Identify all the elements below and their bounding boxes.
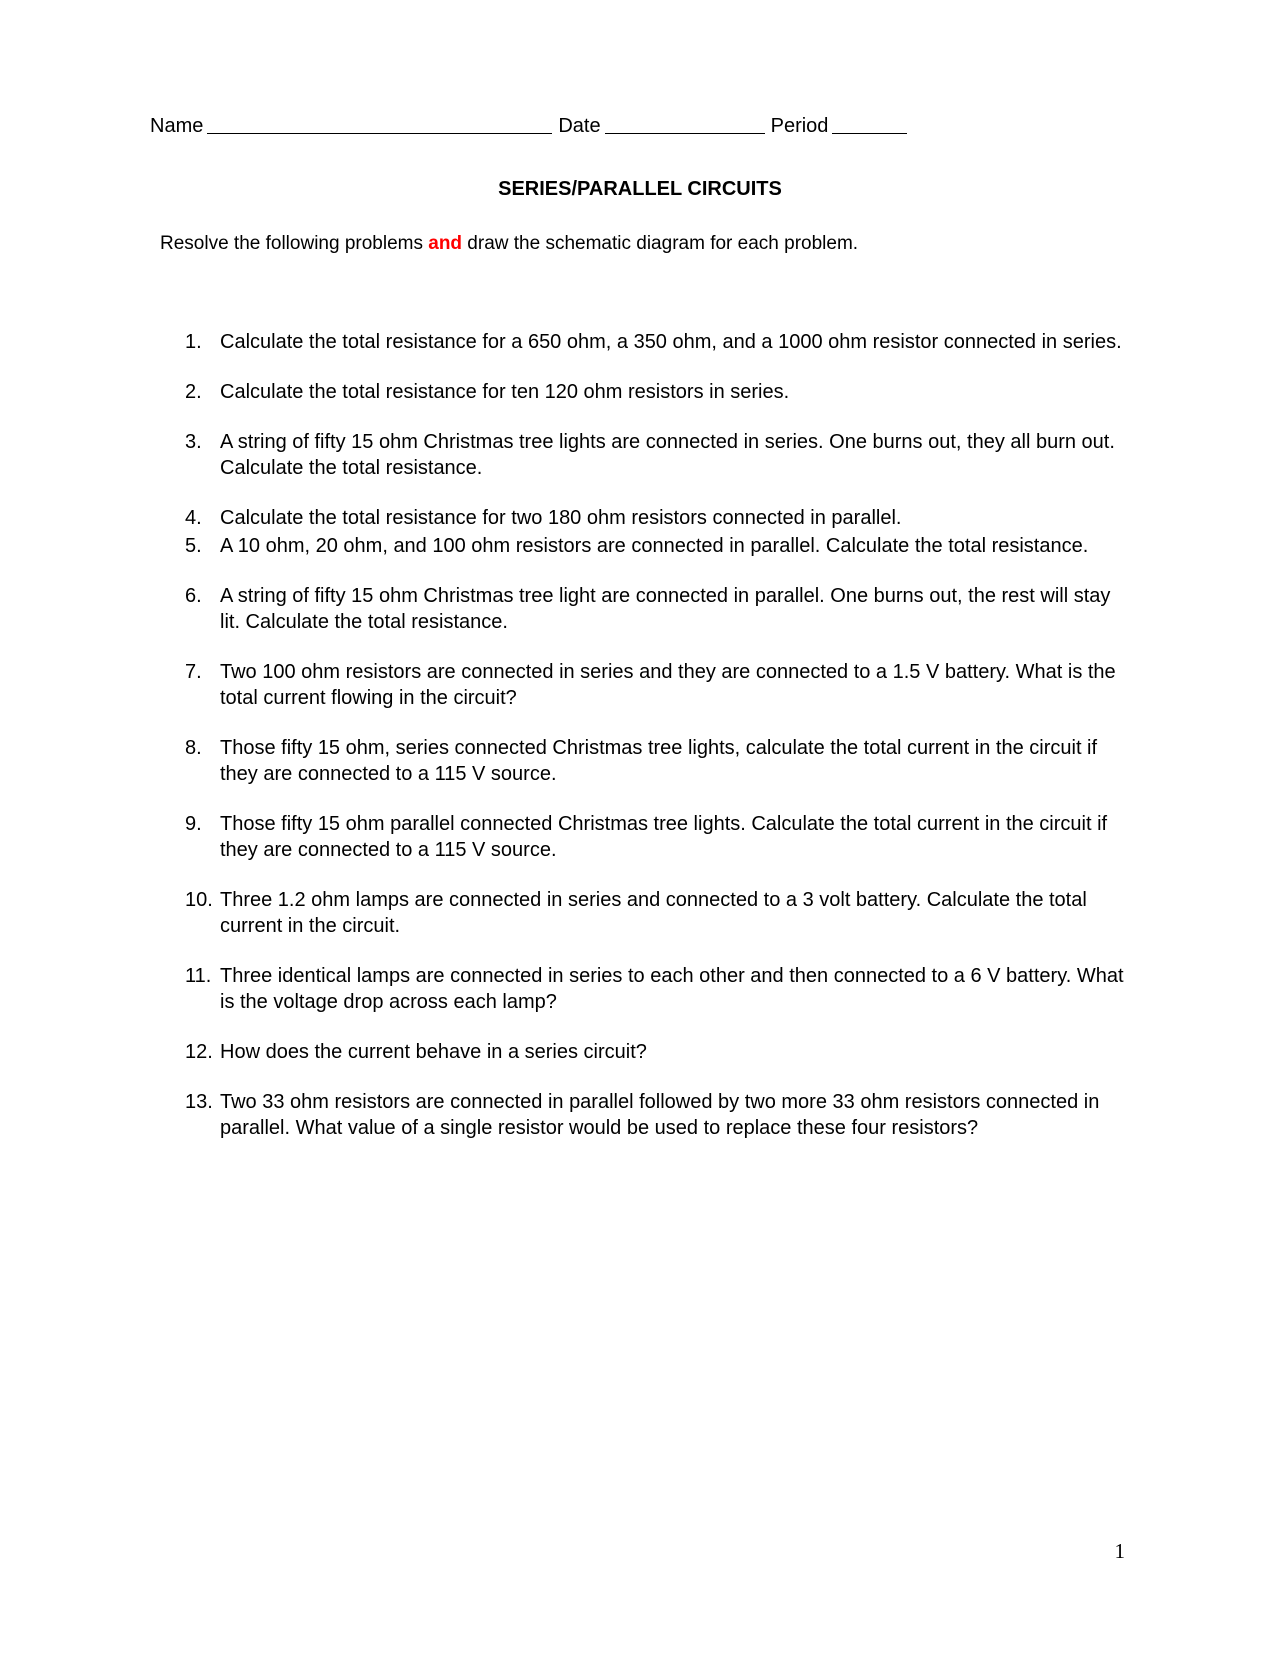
problem-text: Two 100 ohm resistors are connected in s… [220, 659, 1130, 711]
problem-text: A string of fifty 15 ohm Christmas tree … [220, 429, 1130, 481]
problem-item: 7. Two 100 ohm resistors are connected i… [185, 659, 1130, 711]
date-blank [605, 133, 765, 134]
period-label: Period [771, 115, 829, 138]
problem-text: Three 1.2 ohm lamps are connected in ser… [220, 887, 1130, 939]
period-blank [832, 133, 907, 134]
problem-number: 9. [185, 811, 220, 863]
problem-item: 2. Calculate the total resistance for te… [185, 379, 1130, 405]
problem-number: 3. [185, 429, 220, 481]
problem-item: 12. How does the current behave in a ser… [185, 1039, 1130, 1065]
problem-item: 10. Three 1.2 ohm lamps are connected in… [185, 887, 1130, 939]
problem-item: 3. A string of fifty 15 ohm Christmas tr… [185, 429, 1130, 481]
problem-number: 4. [185, 505, 220, 531]
problem-item: 6. A string of fifty 15 ohm Christmas tr… [185, 583, 1130, 635]
problem-text: Calculate the total resistance for two 1… [220, 505, 1130, 531]
problem-text: Two 33 ohm resistors are connected in pa… [220, 1089, 1130, 1141]
problem-item: 4. Calculate the total resistance for tw… [185, 505, 1130, 531]
worksheet-title: SERIES/PARALLEL CIRCUITS [150, 178, 1130, 201]
problem-number: 12. [185, 1039, 220, 1065]
problem-number: 1. [185, 329, 220, 355]
instructions-and: and [428, 233, 462, 254]
page-number: 1 [1115, 1539, 1126, 1564]
problem-text: Three identical lamps are connected in s… [220, 963, 1130, 1015]
problem-number: 6. [185, 583, 220, 635]
problems-list: 1. Calculate the total resistance for a … [150, 329, 1130, 1141]
name-blank [207, 133, 552, 134]
problem-item: 1. Calculate the total resistance for a … [185, 329, 1130, 355]
problem-number: 13. [185, 1089, 220, 1141]
problem-number: 5. [185, 533, 220, 559]
problem-number: 7. [185, 659, 220, 711]
problem-text: How does the current behave in a series … [220, 1039, 1130, 1065]
problem-number: 8. [185, 735, 220, 787]
problem-number: 2. [185, 379, 220, 405]
problem-text: Those fifty 15 ohm, series connected Chr… [220, 735, 1130, 787]
worksheet-page: Name Date Period SERIES/PARALLEL CIRCUIT… [0, 0, 1280, 1225]
problem-number: 10. [185, 887, 220, 939]
problem-text: Calculate the total resistance for ten 1… [220, 379, 1130, 405]
instructions-prefix: Resolve the following problems [160, 233, 428, 254]
problem-text: A string of fifty 15 ohm Christmas tree … [220, 583, 1130, 635]
problem-item: 13. Two 33 ohm resistors are connected i… [185, 1089, 1130, 1141]
problem-text: A 10 ohm, 20 ohm, and 100 ohm resistors … [220, 533, 1130, 559]
instructions-line: Resolve the following problems and draw … [150, 233, 1130, 255]
problem-item: 5. A 10 ohm, 20 ohm, and 100 ohm resisto… [185, 533, 1130, 559]
instructions-suffix: draw the schematic diagram for each prob… [462, 233, 858, 254]
date-label: Date [558, 115, 600, 138]
problem-number: 11. [185, 963, 220, 1015]
header-fields: Name Date Period [150, 115, 1130, 138]
problem-item: 8. Those fifty 15 ohm, series connected … [185, 735, 1130, 787]
problem-text: Those fifty 15 ohm parallel connected Ch… [220, 811, 1130, 863]
problem-item: 11. Three identical lamps are connected … [185, 963, 1130, 1015]
name-label: Name [150, 115, 203, 138]
problem-item: 9. Those fifty 15 ohm parallel connected… [185, 811, 1130, 863]
problem-text: Calculate the total resistance for a 650… [220, 329, 1130, 355]
